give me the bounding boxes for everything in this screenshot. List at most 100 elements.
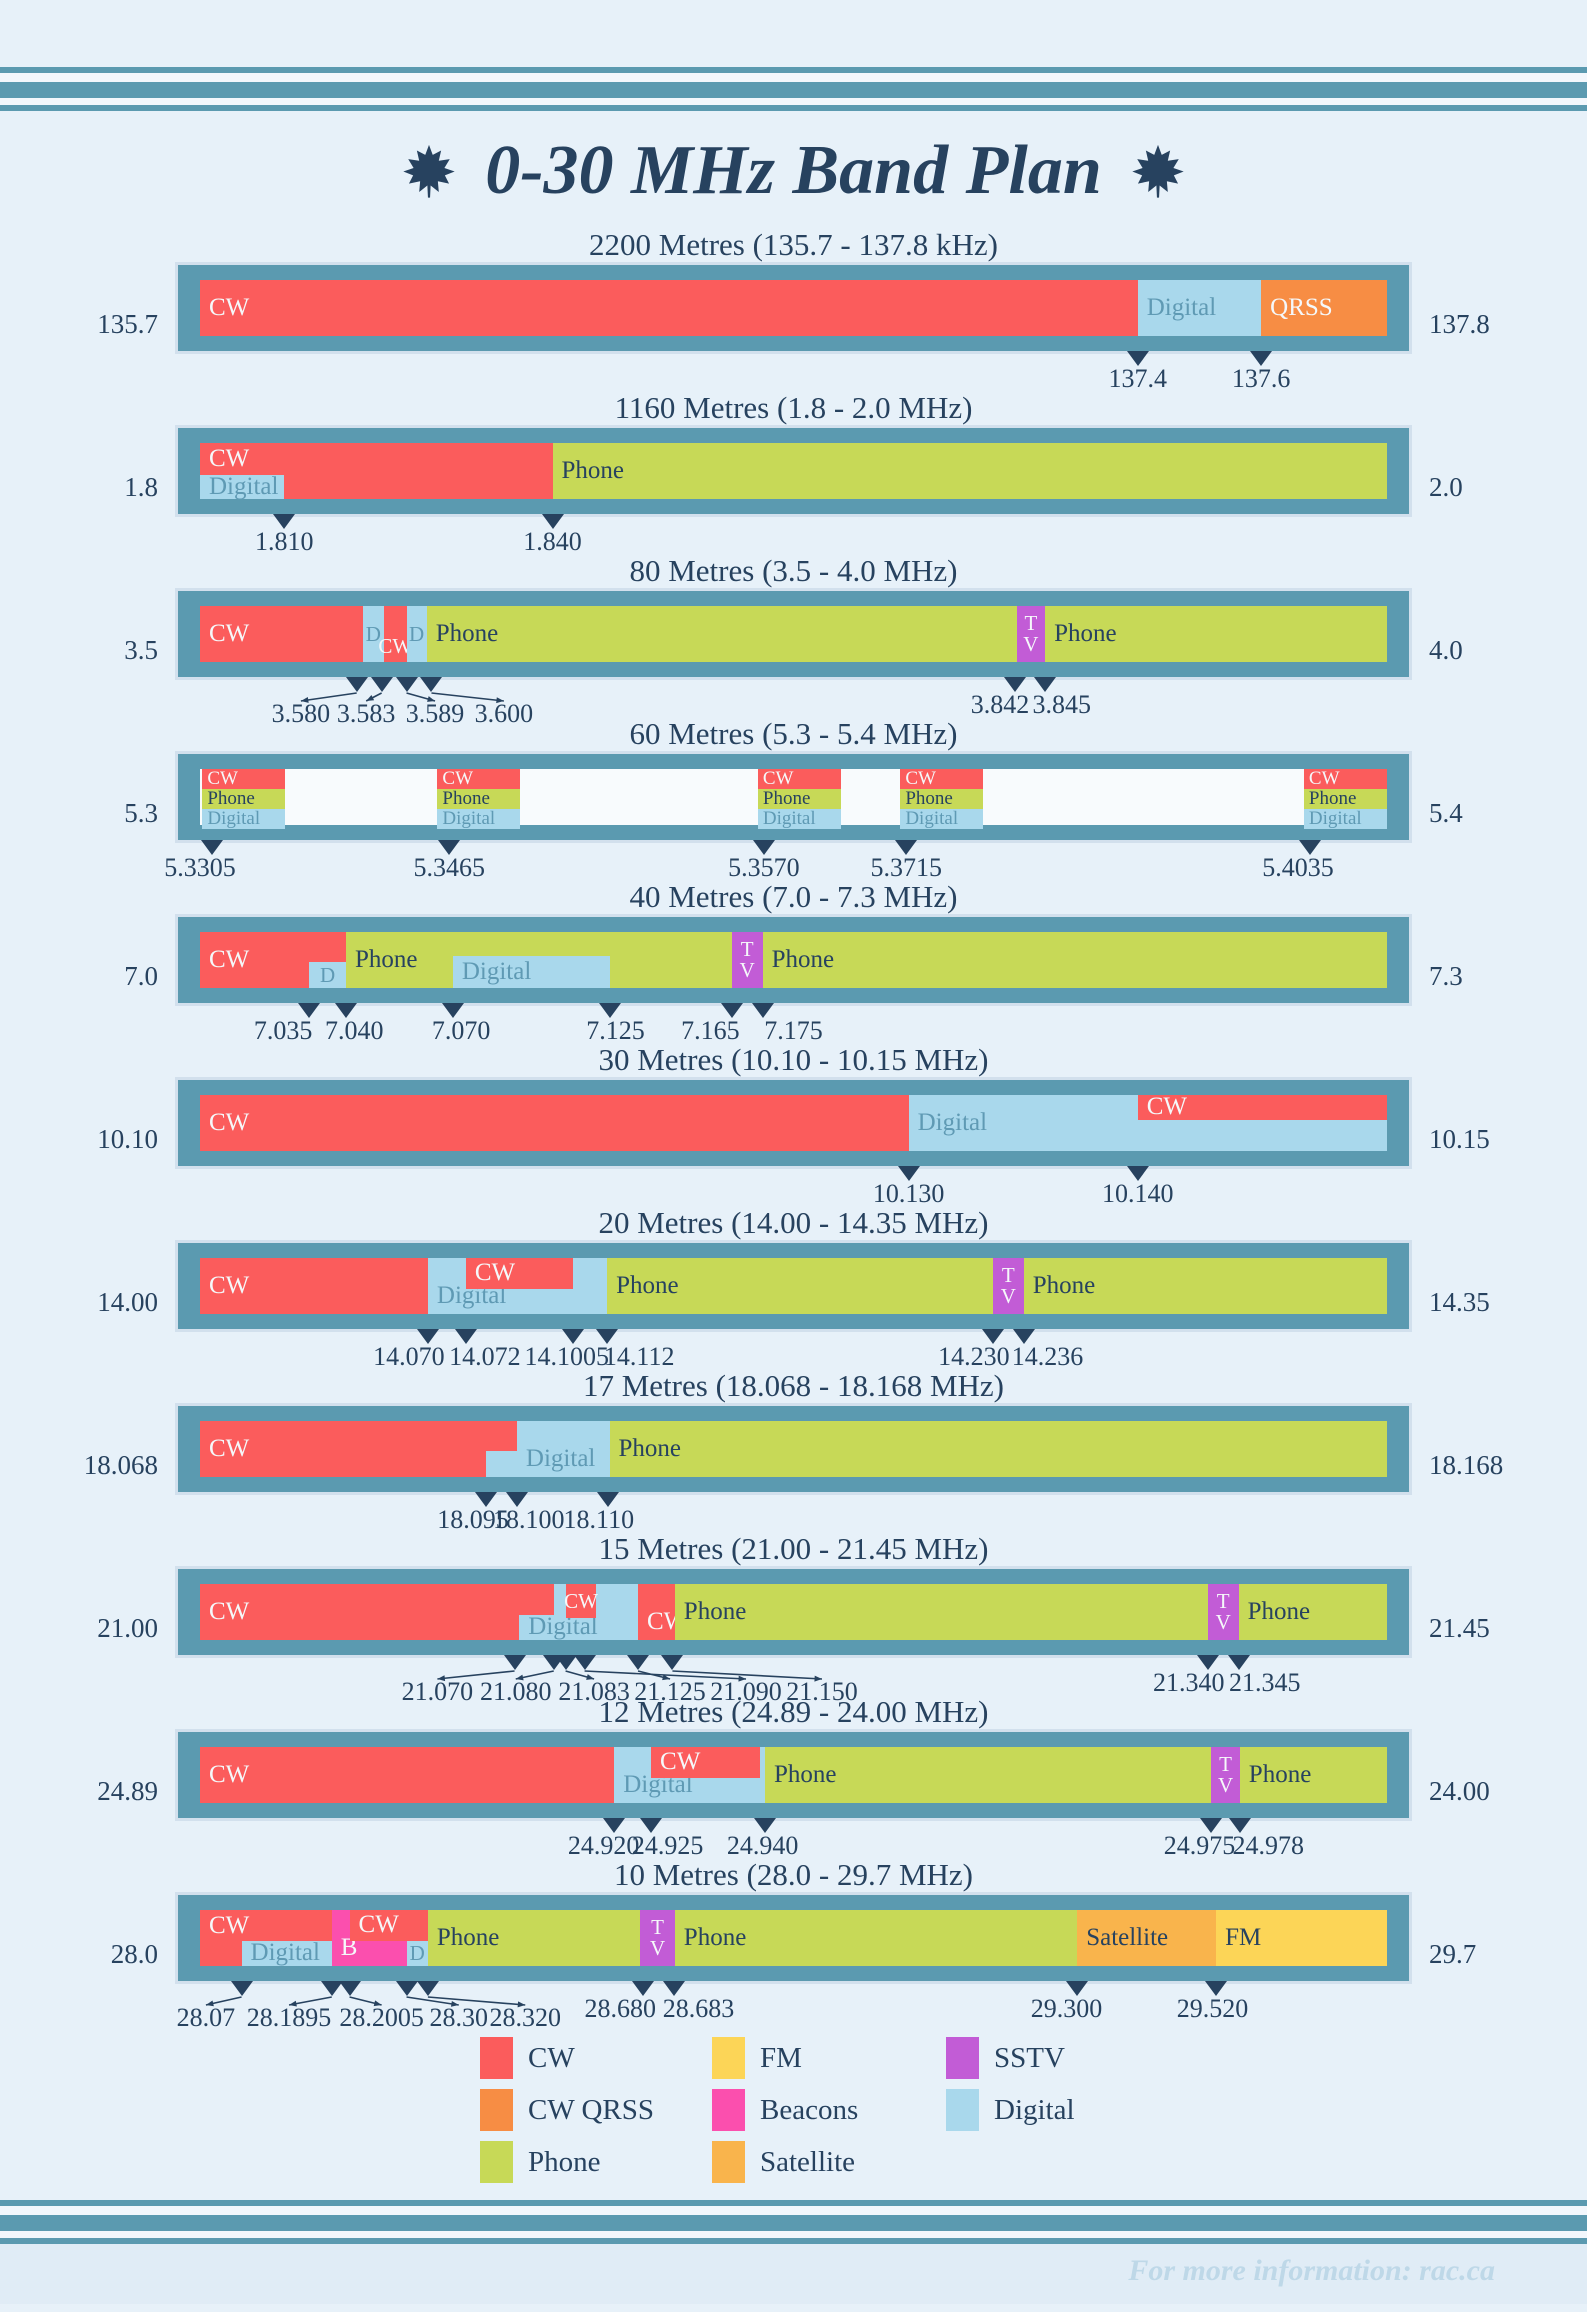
segment-phone: Phone bbox=[1023, 1258, 1387, 1314]
segment-digital: Digital bbox=[900, 807, 984, 829]
segment-cw: CW bbox=[1303, 769, 1387, 789]
divider-line bbox=[0, 105, 1587, 111]
segment-digital: CW Phone Digital bbox=[202, 768, 286, 829]
divider-gap bbox=[0, 2231, 1587, 2238]
tick-zone: 21.070 21.080 21.083 21.090 21.125 21.150 21.3… bbox=[200, 1655, 1387, 1706]
tick-label: 1.810 bbox=[255, 527, 314, 556]
band-bar: CW Digital CW bbox=[178, 1080, 1409, 1166]
segment-label: Digital bbox=[461, 957, 532, 985]
segment-phone: Phone bbox=[1238, 1584, 1387, 1640]
band-bar-row: CW Digital B CW D Phone T V Phone Satellite FM 28.0… bbox=[0, 1895, 1587, 1981]
tick-label: 21.345 bbox=[1228, 1668, 1301, 1697]
tick-zone: 3.580 3.583 3.589 3.600 3.842 3.845 bbox=[200, 677, 1387, 728]
segment-label: Digital bbox=[1308, 807, 1362, 829]
segment-label: FM bbox=[1225, 1923, 1262, 1951]
edge-label-right: 2.0 bbox=[1429, 472, 1463, 502]
segment-label: Satellite bbox=[1086, 1923, 1169, 1951]
tick-marker bbox=[573, 1655, 596, 1670]
segment-cw: CW bbox=[200, 1584, 554, 1640]
tick-label: 5.4035 bbox=[1262, 853, 1334, 882]
edge-label-left: 135.7 bbox=[97, 309, 158, 339]
legend-item-fm: FM bbox=[712, 2032, 946, 2084]
tick-marker bbox=[338, 1981, 361, 1996]
band-title: 2200 Metres (135.7 - 137.8 kHz) bbox=[589, 227, 998, 262]
segment-label: CW bbox=[207, 768, 238, 789]
tick-label: 7.070 bbox=[431, 1016, 491, 1045]
band-title: 12 Metres (24.89 - 24.00 MHz) bbox=[598, 1694, 989, 1729]
legend-item-phone: Phone bbox=[480, 2136, 712, 2188]
band-bar: CW Phone Digital CW Phone Digital CW Phone Digit… bbox=[178, 754, 1409, 840]
tick-label: 1.840 bbox=[523, 527, 582, 556]
segment-label: CW bbox=[209, 1597, 250, 1625]
segment-label: CW bbox=[762, 768, 794, 789]
segment-label: Phone bbox=[1032, 1271, 1096, 1299]
band-bar: CW D CW D Phone T V Phone bbox=[178, 591, 1409, 677]
segment-digital: Digital bbox=[241, 1940, 332, 1966]
tick-label: 7.175 bbox=[764, 1016, 823, 1045]
band-bar-row: CW Digital CW Phone T V Phone 24.89 24.00 bbox=[0, 1732, 1587, 1818]
segment-cw: CW bbox=[200, 1747, 615, 1803]
legend-label: Phone bbox=[528, 2145, 601, 2178]
segment-label: Digital bbox=[905, 807, 959, 829]
band-80m: 80 Metres (3.5 - 4.0 MHz) CW D CW D Phone T V Ph… bbox=[0, 551, 1587, 728]
band-bar-row: CW Digital QRSS 135.7 137.8 bbox=[0, 265, 1587, 351]
tick-marker bbox=[475, 1492, 498, 1507]
tick-zone: 7.035 7.040 7.070 7.125 7.165 7.175 bbox=[200, 1003, 1387, 1045]
band-bar-interior: CW Digital CW Phone T V Phone bbox=[200, 1258, 1387, 1314]
segment-label: Digital bbox=[917, 1108, 988, 1136]
legend-item-sstv: SSTV bbox=[946, 2032, 1075, 2084]
tick-marker bbox=[420, 677, 443, 692]
band-title: 60 Metres (5.3 - 5.4 MHz) bbox=[629, 716, 958, 751]
legend-label: CW bbox=[528, 2041, 575, 2074]
segment-label: Phone bbox=[561, 456, 625, 484]
segment-label: CW bbox=[1146, 1093, 1187, 1121]
edge-label-left: 21.00 bbox=[97, 1613, 158, 1643]
tick-marker bbox=[720, 1003, 743, 1018]
band-15m: 15 Metres (21.00 - 21.45 MHz) CW Digital CW… bbox=[0, 1529, 1587, 1706]
band-bar-interior: CW Digital Phone bbox=[200, 1421, 1387, 1477]
segment-label: CW bbox=[378, 633, 413, 658]
tick-zone: 24.920 24.925 24.940 24.975 24.978 bbox=[200, 1818, 1387, 1860]
tick-label: 24.978 bbox=[1232, 1831, 1305, 1860]
tick-label: 137.4 bbox=[1108, 364, 1167, 393]
tick-zone: 18.095 18.100 18.110 bbox=[200, 1492, 1387, 1534]
tick-label: 18.110 bbox=[563, 1505, 635, 1534]
tick-marker bbox=[200, 840, 223, 855]
page-header: 0-30 MHz Band Plan bbox=[0, 125, 1587, 217]
segment-phone: Phone bbox=[427, 1910, 641, 1966]
tick-label: 137.6 bbox=[1231, 364, 1291, 393]
maple-leaf-icon bbox=[403, 144, 455, 198]
segment-digital: Digital bbox=[452, 955, 610, 988]
edge-label-left: 24.89 bbox=[97, 1776, 158, 1806]
segment-label: Digital bbox=[442, 807, 496, 829]
tick-label: 18.100 bbox=[493, 1505, 565, 1534]
tick-marker bbox=[603, 1818, 626, 1833]
tick-label: 24.925 bbox=[631, 1831, 704, 1860]
tick-marker bbox=[230, 1981, 253, 1996]
segment-digital: Digital bbox=[437, 807, 521, 829]
legend: CW CW QRSS Phone FM Beacons Satellite SSTV Digi… bbox=[480, 2032, 1587, 2188]
segment-digital: Digital bbox=[516, 1421, 610, 1477]
segment-label: Digital bbox=[209, 473, 279, 501]
tick-marker bbox=[1250, 351, 1273, 366]
segment-qrss: QRSS bbox=[1261, 280, 1387, 336]
segment-label: CW bbox=[660, 1748, 701, 1776]
band-bar: CW Digital CW CW Phone T V Phone bbox=[178, 1569, 1409, 1655]
tick-marker bbox=[895, 840, 918, 855]
segment-cw: CW bbox=[465, 1258, 573, 1289]
legend-column: SSTV Digital bbox=[946, 2032, 1075, 2188]
tick-marker bbox=[1004, 677, 1027, 692]
divider-line bbox=[0, 67, 1587, 73]
segment-label: Digital bbox=[207, 807, 261, 829]
tick-marker bbox=[661, 1655, 684, 1670]
tick-label: 21.150 bbox=[786, 1677, 858, 1706]
segment-phone: Phone bbox=[674, 1910, 1078, 1966]
tick-marker bbox=[640, 1818, 663, 1833]
segment-label: Phone bbox=[762, 787, 811, 809]
band-bar-row: CW Phone Digital 1.8 2.0 bbox=[0, 428, 1587, 514]
segment-digital: Digital bbox=[202, 807, 286, 829]
segment-phone: Phone bbox=[437, 788, 521, 809]
legend-column: CW CW QRSS Phone bbox=[480, 2032, 712, 2188]
divider-line bbox=[0, 2215, 1587, 2231]
